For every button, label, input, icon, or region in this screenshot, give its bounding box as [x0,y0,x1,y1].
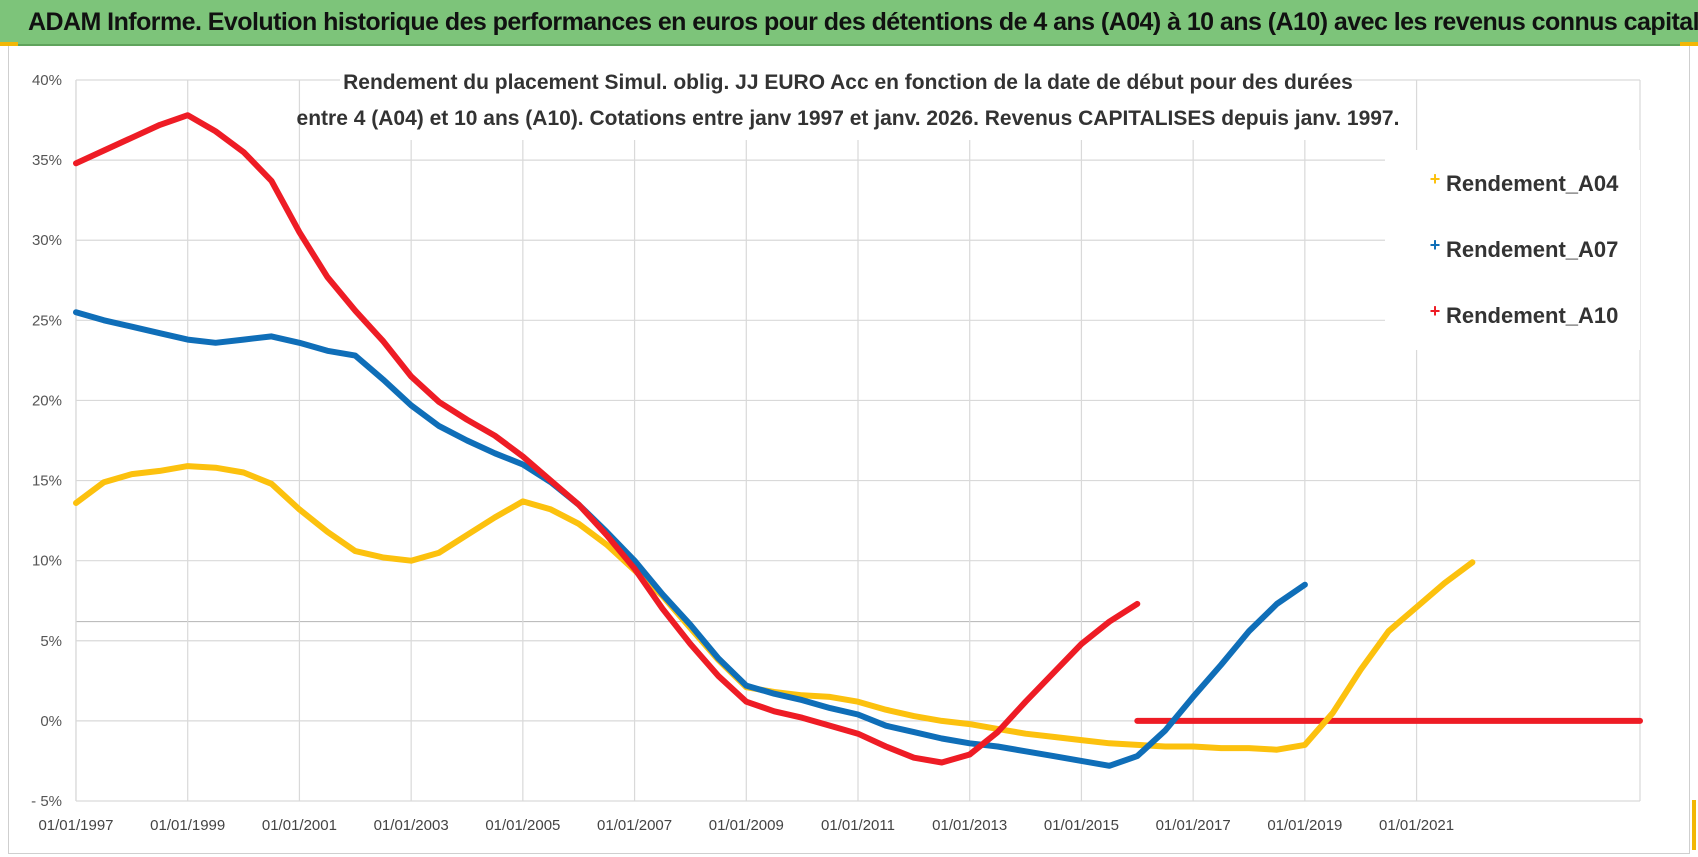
y-tick-label: 25% [32,312,62,329]
series-lines [73,112,1643,769]
legend-marker: + [1430,301,1441,321]
y-tick-label: 0% [40,713,62,730]
y-tick-label: 20% [32,392,62,409]
x-axis-ticks: 01/01/1997 01/01/1999 01/01/2001 01/01/2003… [38,817,1454,834]
y-tick-label: 35% [32,152,62,169]
x-tick-label: 01/01/2001 [262,817,337,834]
series-line-1 [73,309,1308,769]
x-tick-label: 01/01/2017 [1156,817,1231,834]
legend-marker: + [1430,169,1441,189]
page-title: ADAM Informe. Evolution historique des p… [28,8,1698,36]
x-tick-label: 01/01/2019 [1267,817,1342,834]
y-tick-label: 5% [40,633,62,650]
y-tick-label: - 5% [31,793,62,810]
legend-label: Rendement_A07 [1446,237,1618,262]
x-tick-label: 01/01/1997 [38,817,113,834]
chart-subtitle: entre 4 (A04) et 10 ans (A10). Cotations… [297,107,1400,130]
chart-frame [8,46,1690,854]
legend: + Rendement_A04+ Rendement_A07+ Rendement_A… [1430,169,1619,328]
y-axis-ticks: - 5% 0% 5% 10% 15% 20% 25% 30% 35% 40% [31,72,62,810]
x-tick-label: 01/01/2005 [485,817,560,834]
x-tick-label: 01/01/1999 [150,817,225,834]
x-tick-label: 01/01/2009 [709,817,784,834]
corner-accent-top-left [0,42,18,46]
x-tick-label: 01/01/2021 [1379,817,1454,834]
series-line-0 [73,463,1476,753]
x-tick-label: 01/01/2015 [1044,817,1119,834]
x-tick-label: 01/01/2013 [932,817,1007,834]
x-tick-label: 01/01/2003 [374,817,449,834]
y-tick-label: 30% [32,232,62,249]
series-line-2 [73,112,1141,766]
corner-accent-bottom-right [1692,800,1696,850]
header-banner: ADAM Informe. Evolution historique des p… [0,0,1698,46]
y-tick-label: 40% [32,72,62,89]
legend-background [1385,150,1640,350]
title-background [340,62,1350,140]
chart-title: Rendement du placement Simul. oblig. JJ … [343,71,1353,94]
legend-label: Rendement_A10 [1446,303,1618,328]
x-tick-label: 01/01/2011 [821,817,895,834]
x-tick-label: 01/01/2007 [597,817,672,834]
y-tick-label: 15% [32,473,62,490]
legend-marker: + [1430,235,1441,255]
y-tick-label: 10% [32,553,62,570]
legend-label: Rendement_A04 [1446,171,1619,196]
corner-accent-top-right [1680,42,1698,46]
